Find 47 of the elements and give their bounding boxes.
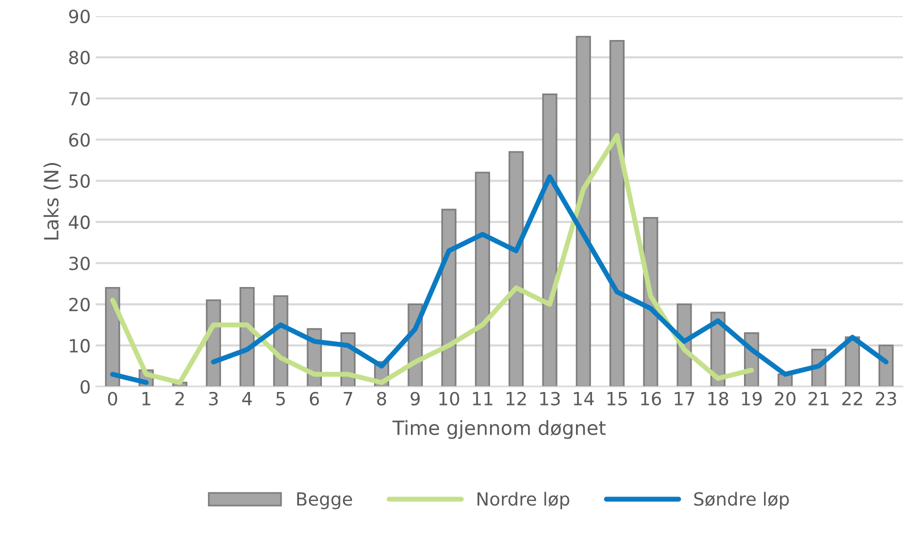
y-tick-label: 40 <box>68 215 90 230</box>
legend-label: Søndre løp <box>694 492 789 510</box>
x-tick-label: 8 <box>377 392 386 406</box>
x-tick-label: 4 <box>242 392 252 406</box>
x-tick-label: 16 <box>641 392 662 406</box>
x-tick-label: 15 <box>608 392 627 406</box>
bar <box>474 172 490 387</box>
y-tick-label: 10 <box>70 338 90 353</box>
x-tick-label: 10 <box>439 392 460 406</box>
y-tick-label: 30 <box>69 256 90 270</box>
x-tick-label: 6 <box>310 392 319 406</box>
y-tick-label: 20 <box>69 298 90 312</box>
x-tick-label: 7 <box>344 392 352 406</box>
x-tick-label: 23 <box>876 392 896 406</box>
x-tick-label: 17 <box>674 392 694 406</box>
x-tick-label: 3 <box>209 392 218 406</box>
x-tick-label: 14 <box>574 392 594 406</box>
bar <box>508 151 524 387</box>
line-series <box>110 133 754 385</box>
legend-label: Begge <box>297 492 352 510</box>
y-tick-label: 50 <box>69 174 90 188</box>
y-tick-label: 80 <box>69 50 90 64</box>
x-axis-title: Time gjennom døgnet <box>392 420 606 439</box>
y-tick-label: 60 <box>69 133 90 147</box>
x-tick-label: 1 <box>142 392 150 406</box>
y-tick-label: 0 <box>80 380 90 394</box>
x-tick-label: 19 <box>742 392 762 406</box>
x-tick-label: 21 <box>808 392 829 406</box>
y-tick-label: 70 <box>69 92 90 106</box>
legend-label: Nordre løp <box>478 492 570 510</box>
bar <box>576 36 591 387</box>
bar <box>542 94 558 387</box>
x-tick-label: 2 <box>175 392 184 406</box>
x-tick-label: 0 <box>108 392 118 406</box>
x-tick-label: 22 <box>842 392 862 406</box>
x-tick-label: 11 <box>473 392 492 406</box>
x-tick-label: 9 <box>410 392 420 406</box>
x-tick-label: 5 <box>276 392 285 406</box>
x-tick-label: 18 <box>708 392 728 406</box>
x-tick-label: 20 <box>775 392 796 406</box>
y-tick-label: 90 <box>69 10 90 24</box>
bar <box>441 208 456 387</box>
x-tick-label: 12 <box>506 392 526 406</box>
x-tick-label: 13 <box>540 392 560 406</box>
bar <box>609 40 625 387</box>
y-axis-title: Laks (N) <box>44 163 61 240</box>
bar <box>878 344 894 387</box>
